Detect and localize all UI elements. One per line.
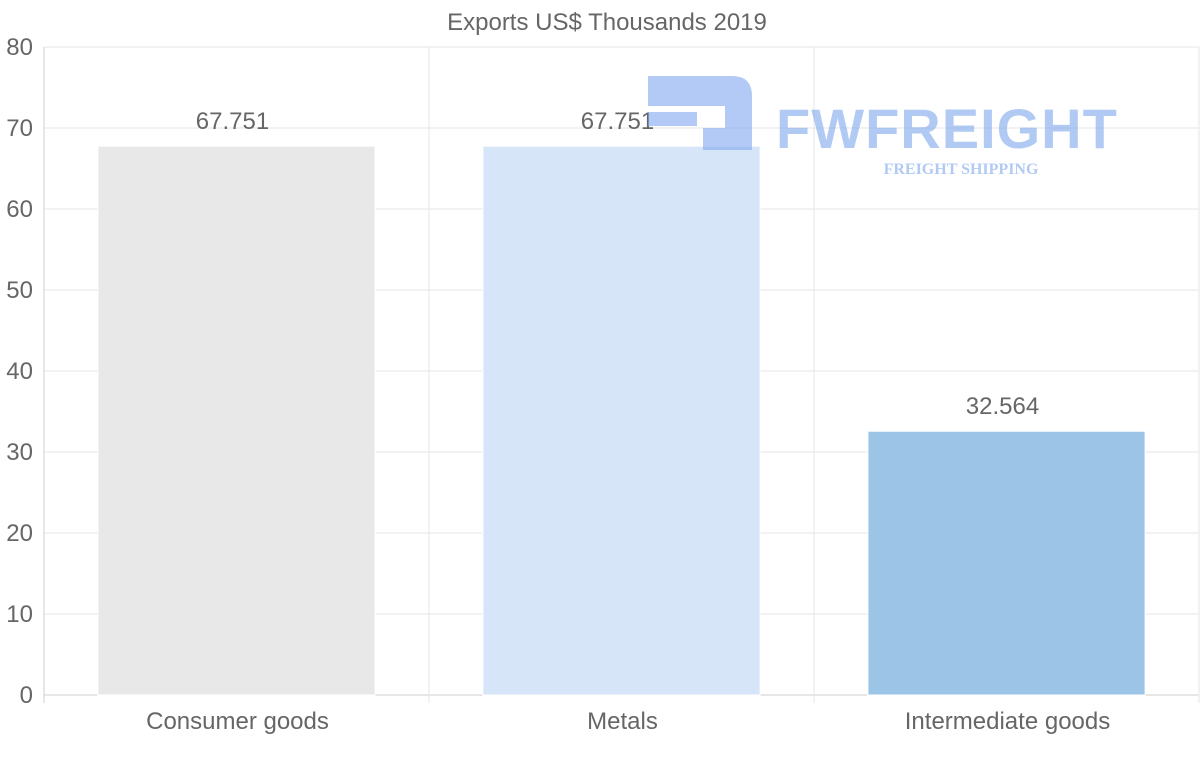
- bar[interactable]: [867, 430, 1146, 696]
- data-labels: 67.751 67.751 32.564: [196, 108, 1039, 420]
- chart-title: Exports US$ Thousands 2019: [447, 9, 767, 36]
- y-tick-label: 20: [6, 520, 33, 547]
- bar-value-label: 67.751: [581, 108, 654, 135]
- y-tick-label: 0: [20, 682, 33, 709]
- y-tick-label: 40: [6, 358, 33, 385]
- watermark-brand: FWFREIGHT: [776, 97, 1118, 160]
- y-tick-label: 80: [6, 34, 33, 61]
- x-axis-labels: Consumer goods Metals Intermediate goods: [146, 708, 1110, 735]
- bars: [97, 145, 1146, 696]
- y-tick-label: 70: [6, 115, 33, 142]
- bar[interactable]: [482, 145, 761, 696]
- x-category-label: Intermediate goods: [905, 708, 1110, 735]
- y-tick-label: 10: [6, 601, 33, 628]
- x-category-label: Consumer goods: [146, 708, 329, 735]
- bar-value-label: 67.751: [196, 108, 269, 135]
- bar-value-label: 32.564: [966, 393, 1039, 420]
- y-tick-label: 30: [6, 439, 33, 466]
- watermark-tagline: FREIGHT SHIPPING: [884, 161, 1039, 178]
- y-axis-ticks: 0 10 20 30 40 50 60 70 80: [6, 34, 33, 709]
- watermark-logo: FWFREIGHT FREIGHT SHIPPING: [648, 76, 1118, 178]
- bar[interactable]: [97, 145, 376, 696]
- y-tick-label: 50: [6, 277, 33, 304]
- x-category-label: Metals: [587, 708, 658, 735]
- y-tick-label: 60: [6, 196, 33, 223]
- fw-logo-mark-icon: [648, 76, 752, 150]
